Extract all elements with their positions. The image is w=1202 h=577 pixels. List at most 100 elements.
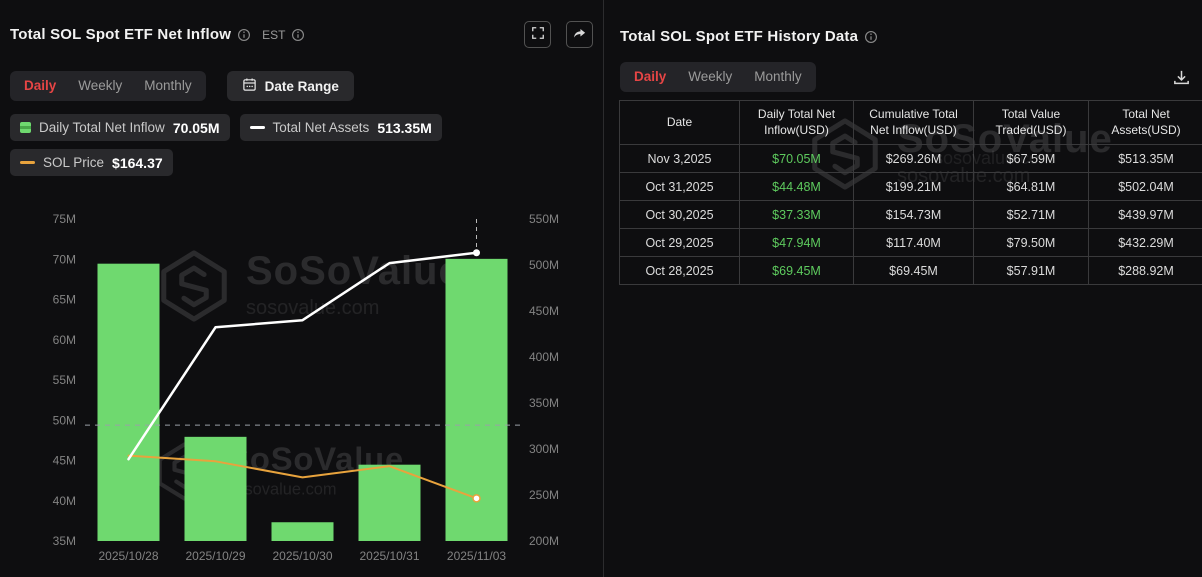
column-header: Daily Total Net Inflow(USD) (739, 99, 854, 146)
info-icon[interactable] (237, 28, 251, 42)
history-interval-tabs: Daily Weekly Monthly (620, 62, 816, 92)
history-interval-tab-weekly[interactable]: Weekly (688, 69, 733, 84)
cell-value-traded: $79.50M (973, 228, 1089, 258)
history-table-row: Oct 30,2025 $37.33M $154.73M $52.71M $439.97… (619, 200, 1202, 230)
date-range-label: Date Range (264, 78, 339, 94)
cell-daily-net-inflow: $47.94M (739, 228, 854, 258)
history-table-container: Date Daily Total Net Inflow(USD) Cumulativ… (619, 99, 1202, 286)
legend-line-white[interactable]: Total Net Assets 513.35M (239, 114, 442, 141)
share-icon (572, 26, 587, 44)
legend-line-orange[interactable]: SOL Price $164.37 (10, 149, 173, 176)
history-table-row: Nov 3,2025 $70.05M $269.26M $67.59M $513.35M (619, 144, 1202, 174)
net-assets-line (127, 251, 478, 461)
fullscreen-button[interactable] (524, 21, 551, 48)
calendar-icon (242, 77, 257, 95)
cell-daily-net-inflow: $70.05M (739, 144, 854, 174)
cell-value-traded: $64.81M (973, 172, 1089, 202)
share-button[interactable] (566, 21, 593, 48)
cell-cumulative-net-inflow: $199.21M (853, 172, 974, 202)
cell-daily-net-inflow: $69.45M (739, 256, 854, 286)
cell-net-assets: $502.04M (1088, 172, 1202, 202)
download-icon (1172, 70, 1191, 90)
cell-date: Oct 28,2025 (619, 256, 740, 286)
chart-controls: Daily Weekly Monthly Date Range (10, 71, 354, 101)
net-inflow-chart[interactable]: 75M 70M 65M 60M 55M 50M 45M 40M 35M 550M 500M 450M 4… (0, 200, 603, 577)
left-axis-tick: 45M (53, 454, 76, 468)
history-controls: Daily Weekly Monthly (620, 62, 816, 92)
left-panel-header: Total SOL Spot ETF Net Inflow EST (10, 21, 593, 48)
right-axis-tick: 550M (529, 212, 559, 226)
cell-date: Oct 29,2025 (619, 228, 740, 258)
sol-price-endpoint (472, 494, 481, 503)
cell-cumulative-net-inflow: $269.26M (853, 144, 974, 174)
net-inflow-panel: SoSoValue sosovalue.com SoSoValue sosova… (0, 21, 603, 577)
legend-label: SOL Price (43, 155, 105, 170)
inflow-bar[interactable] (97, 263, 160, 541)
history-data-panel: SoSoValue sosovalue.com sosovalue.com To… (603, 0, 1202, 577)
sol-price-line (127, 454, 478, 500)
right-axis-tick: 300M (529, 442, 559, 456)
inflow-bar[interactable] (358, 464, 421, 541)
interval-tab-monthly[interactable]: Monthly (144, 78, 192, 93)
right-axis-tick: 250M (529, 488, 559, 502)
interval-tab-daily[interactable]: Daily (24, 78, 57, 93)
x-axis-label: 2025/10/31 (359, 549, 419, 563)
cell-net-assets: $288.92M (1088, 256, 1202, 286)
history-table-row: Oct 28,2025 $69.45M $69.45M $57.91M $288.92M (619, 256, 1202, 286)
history-table-row: Oct 31,2025 $44.48M $199.21M $64.81M $502.04… (619, 172, 1202, 202)
cell-cumulative-net-inflow: $69.45M (853, 256, 974, 286)
timezone-label: EST (262, 27, 286, 42)
right-panel-header: Total SOL Spot ETF History Data (620, 28, 878, 45)
column-header: Total Value Traded(USD) (973, 99, 1089, 146)
x-axis-label: 2025/10/29 (185, 549, 245, 563)
cell-net-assets: $513.35M (1088, 144, 1202, 174)
interval-tab-weekly[interactable]: Weekly (78, 78, 123, 93)
history-interval-tab-daily[interactable]: Daily (634, 69, 667, 84)
info-icon[interactable] (864, 30, 878, 44)
left-axis-tick: 40M (53, 494, 76, 508)
left-axis-tick: 55M (53, 373, 76, 387)
inflow-bar[interactable] (445, 258, 508, 541)
left-axis-tick: 75M (53, 212, 76, 226)
cell-date: Oct 30,2025 (619, 200, 740, 230)
date-range-button[interactable]: Date Range (226, 71, 354, 101)
history-interval-tab-monthly[interactable]: Monthly (754, 69, 802, 84)
cell-cumulative-net-inflow: $154.73M (853, 200, 974, 230)
line-white-swatch-icon (249, 125, 265, 130)
cell-date: Oct 31,2025 (619, 172, 740, 202)
inflow-bar[interactable] (184, 436, 247, 541)
cell-net-assets: $439.97M (1088, 200, 1202, 230)
left-axis-tick: 50M (53, 413, 76, 427)
column-header: Total Net Assets(USD) (1088, 99, 1202, 146)
x-axis-label: 2025/10/30 (272, 549, 332, 563)
x-axis-label: 2025/10/28 (98, 549, 158, 563)
download-button[interactable] (1170, 66, 1193, 92)
history-table-row: Oct 29,2025 $47.94M $117.40M $79.50M $432.29… (619, 228, 1202, 258)
cell-cumulative-net-inflow: $117.40M (853, 228, 974, 258)
chart-legend: Daily Total Net Inflow 70.05M Total Net As… (10, 114, 558, 176)
cell-value-traded: $52.71M (973, 200, 1089, 230)
right-axis-tick: 400M (529, 350, 559, 364)
right-axis-tick: 350M (529, 396, 559, 410)
column-header: Date (619, 99, 740, 146)
info-icon[interactable] (291, 28, 305, 42)
right-axis-tick: 500M (529, 258, 559, 272)
history-table: Date Daily Total Net Inflow(USD) Cumulativ… (619, 99, 1202, 286)
x-axis-label: 2025/11/03 (447, 549, 506, 563)
fullscreen-icon (531, 26, 545, 43)
interval-tabs: Daily Weekly Monthly (10, 71, 206, 101)
history-title: Total SOL Spot ETF History Data (620, 28, 859, 45)
legend-label: Daily Total Net Inflow (39, 120, 165, 135)
legend-bar-green[interactable]: Daily Total Net Inflow 70.05M (10, 114, 230, 141)
inflow-bar[interactable] (271, 522, 334, 541)
line-orange-swatch-icon (20, 160, 35, 165)
left-axis-tick: 60M (53, 333, 76, 347)
legend-value: 70.05M (172, 119, 220, 136)
column-header: Cumulative Total Net Inflow(USD) (853, 99, 974, 146)
cell-date: Nov 3,2025 (619, 144, 740, 174)
net-assets-endpoint (473, 249, 480, 257)
legend-value: 513.35M (377, 119, 432, 136)
legend-label: Total Net Assets (272, 120, 370, 135)
page-title: Total SOL Spot ETF Net Inflow (10, 26, 232, 43)
